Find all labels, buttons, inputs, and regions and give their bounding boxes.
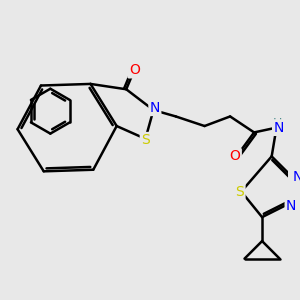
Text: N: N	[274, 121, 284, 135]
Text: H: H	[273, 117, 283, 130]
Text: O: O	[129, 63, 140, 77]
Text: N: N	[150, 101, 160, 115]
Text: S: S	[141, 133, 150, 147]
Text: O: O	[230, 149, 241, 164]
Text: N: N	[292, 170, 300, 184]
Text: S: S	[236, 184, 244, 199]
Text: N: N	[286, 199, 296, 213]
